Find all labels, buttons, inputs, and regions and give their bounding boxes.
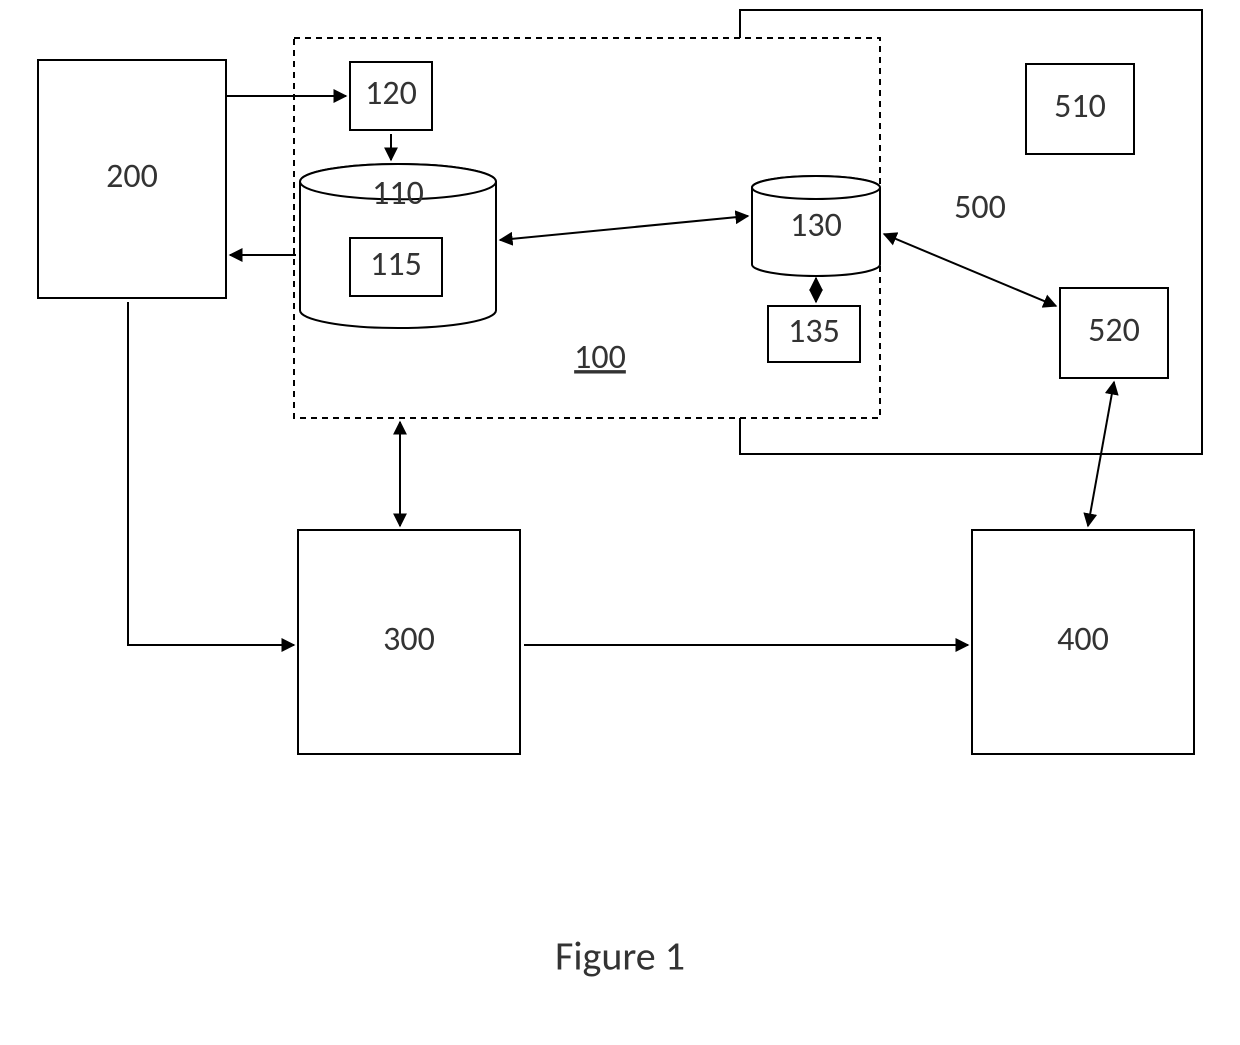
label-200: 200	[106, 156, 158, 197]
label-120: 120	[365, 73, 417, 114]
label-130: 130	[790, 205, 842, 246]
label-400: 400	[1057, 619, 1109, 660]
figure-diagram: 200 100 500 120 110 115 130 135 510 520 …	[0, 0, 1240, 1045]
edge-200-300	[128, 302, 294, 645]
label-300: 300	[383, 619, 435, 660]
label-110: 110	[372, 173, 424, 214]
label-520: 520	[1088, 310, 1140, 351]
label-510: 510	[1054, 86, 1106, 127]
label-135: 135	[788, 311, 840, 352]
label-100: 100	[574, 337, 626, 378]
label-115: 115	[370, 244, 422, 285]
figure-caption: Figure 1	[555, 932, 685, 981]
label-500: 500	[954, 187, 1006, 228]
